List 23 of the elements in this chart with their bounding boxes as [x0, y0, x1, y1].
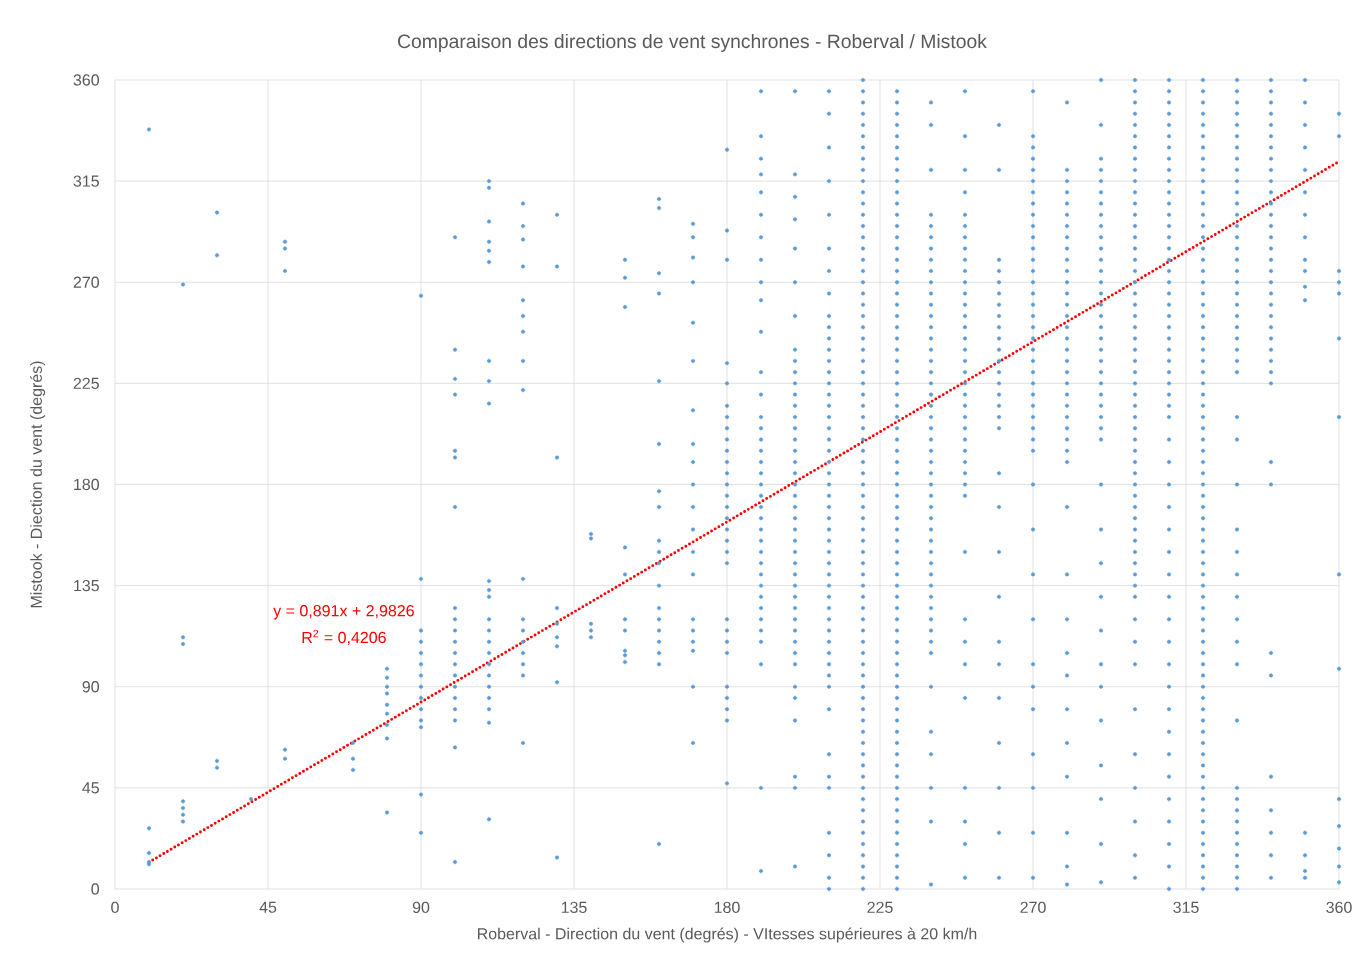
- x-tick-label: 225: [867, 901, 893, 914]
- y-tick-label: 360: [73, 74, 100, 86]
- y-tick-label: 315: [73, 175, 99, 187]
- annotation: R$^{2}$ = 0,4206: [302, 629, 386, 646]
- y-tick-label: 270: [73, 276, 100, 288]
- y-tick-label: 135: [74, 579, 99, 592]
- y-axis-title: Mistook - Diection du vent (degrés): [30, 361, 46, 608]
- annotation: y = 0,891x + 2,9826: [273, 605, 414, 620]
- x-tick-label: 180: [714, 901, 740, 914]
- x-tick-label: 45: [259, 901, 277, 913]
- x-axis-title: Roberval - Direction du vent (degrés) - VItesses supérieures à 20 km/h: [477, 927, 977, 943]
- y-tick-label: 45: [82, 782, 99, 794]
- x-tick-label: 0: [111, 901, 119, 914]
- x-tick-label: 270: [1020, 901, 1046, 914]
- x-tick-label: 360: [1326, 901, 1352, 914]
- x-tick-label: 315: [1173, 901, 1199, 914]
- y-tick-label: 0: [91, 883, 100, 895]
- x-tick-label: 90: [412, 901, 430, 914]
- y-tick-label: 180: [74, 478, 100, 491]
- x-tick-label: 135: [561, 901, 587, 914]
- chart-title: Comparaison des directions de vent synchrones - Roberval / Mistook: [398, 33, 987, 52]
- y-tick-label: 90: [82, 681, 100, 693]
- y-tick-label: 225: [73, 377, 99, 390]
